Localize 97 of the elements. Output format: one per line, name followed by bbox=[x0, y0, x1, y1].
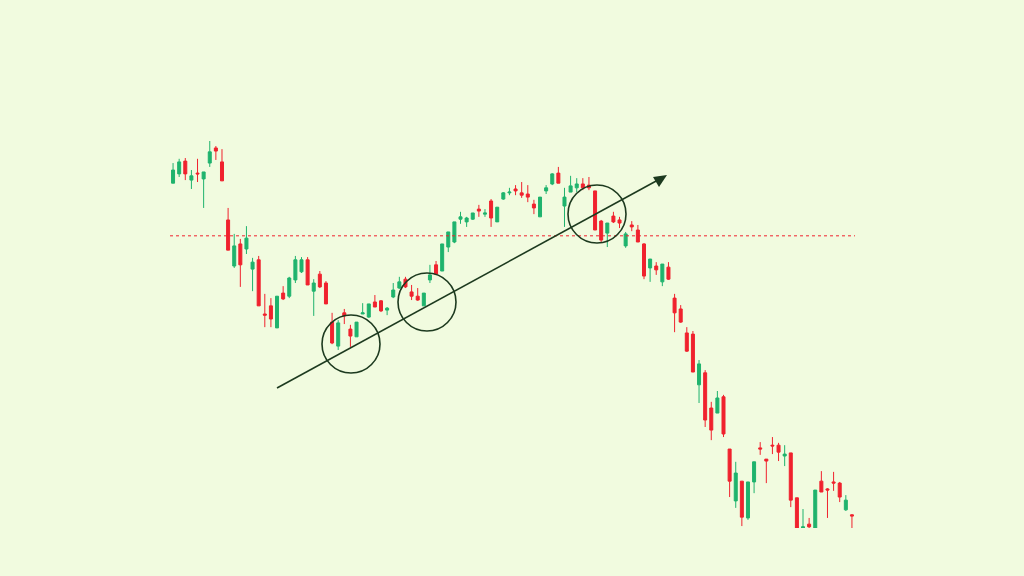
candlestick bbox=[758, 441, 763, 456]
candlestick bbox=[262, 293, 267, 328]
candlestick bbox=[379, 299, 383, 313]
candlestick bbox=[421, 292, 426, 307]
candlestick bbox=[794, 497, 799, 528]
candlestick bbox=[507, 187, 512, 196]
candlestick bbox=[721, 394, 726, 438]
candlestick bbox=[330, 312, 335, 345]
candlestick bbox=[415, 287, 420, 302]
candlestick bbox=[513, 184, 518, 196]
candlestick bbox=[305, 256, 310, 286]
candlestick bbox=[629, 220, 634, 232]
candlestick bbox=[580, 177, 585, 191]
candlestick bbox=[281, 285, 286, 301]
candlestick bbox=[440, 243, 445, 272]
candlestick bbox=[287, 276, 292, 299]
candlestick bbox=[727, 448, 732, 498]
candlestick bbox=[391, 282, 396, 299]
candlestick bbox=[709, 401, 714, 441]
candlestick bbox=[843, 494, 848, 512]
candlestick bbox=[201, 171, 206, 209]
candlestick bbox=[538, 196, 543, 218]
candlestick bbox=[550, 172, 555, 186]
candlestick bbox=[745, 481, 750, 521]
candlestick bbox=[195, 158, 200, 183]
candlestick bbox=[764, 458, 769, 484]
candlestick bbox=[807, 517, 812, 528]
candlestick bbox=[207, 141, 212, 168]
candlestick bbox=[519, 181, 524, 199]
candlestick bbox=[189, 169, 194, 190]
candlestick bbox=[250, 257, 255, 292]
candlestick bbox=[788, 452, 793, 508]
candlestick bbox=[666, 261, 671, 281]
candlestick bbox=[323, 280, 328, 305]
candlestick bbox=[409, 284, 414, 301]
candlestick bbox=[238, 238, 243, 288]
candlestick bbox=[183, 157, 188, 181]
candlestick bbox=[470, 212, 475, 221]
candlestick bbox=[482, 208, 487, 218]
candlestick bbox=[568, 175, 573, 193]
candlestick bbox=[452, 221, 457, 244]
candlestick bbox=[715, 390, 720, 414]
candlestick bbox=[556, 166, 561, 184]
candlestick bbox=[348, 324, 353, 348]
candlestick bbox=[501, 191, 506, 201]
candlestick bbox=[525, 184, 530, 203]
candlestick bbox=[397, 276, 402, 290]
candlestick bbox=[311, 278, 316, 317]
candlestick bbox=[837, 481, 842, 503]
candlestick bbox=[801, 508, 806, 528]
candlestick bbox=[813, 489, 818, 528]
candlestick bbox=[495, 206, 500, 223]
candlestick bbox=[317, 270, 322, 289]
candlestick bbox=[697, 359, 702, 404]
candlestick bbox=[660, 263, 665, 287]
candlestick bbox=[678, 304, 683, 324]
candlestick bbox=[574, 177, 579, 193]
candlestick bbox=[360, 302, 365, 315]
candlestick bbox=[385, 306, 390, 316]
candlestick bbox=[446, 231, 451, 253]
candlestick bbox=[427, 264, 432, 284]
candlestick bbox=[733, 461, 738, 509]
candlestick bbox=[654, 261, 659, 276]
candlestick bbox=[171, 162, 176, 184]
candlestick bbox=[544, 184, 549, 195]
candlestick bbox=[642, 242, 646, 280]
candlestick bbox=[782, 444, 787, 467]
candlestick bbox=[256, 255, 261, 307]
candlestick bbox=[232, 233, 237, 269]
candlestick bbox=[752, 461, 757, 494]
candlestick bbox=[703, 369, 708, 428]
candlestick bbox=[275, 295, 280, 329]
candlestick bbox=[177, 158, 182, 178]
candlestick bbox=[531, 199, 536, 215]
candlestick bbox=[244, 225, 249, 255]
candlestick bbox=[434, 260, 439, 275]
candlestick bbox=[342, 308, 347, 325]
candlestick bbox=[849, 513, 854, 528]
candlestick bbox=[623, 231, 628, 249]
candlestick bbox=[593, 190, 598, 231]
candlestick bbox=[831, 471, 836, 492]
candlestick bbox=[739, 480, 744, 527]
candlestick bbox=[648, 258, 653, 283]
candlestick bbox=[562, 187, 567, 228]
candlestick bbox=[489, 198, 494, 228]
candlestick bbox=[605, 222, 610, 248]
candlestick bbox=[213, 145, 218, 161]
candlestick bbox=[354, 321, 359, 338]
candlestick bbox=[684, 326, 689, 353]
candlestick bbox=[672, 293, 677, 333]
candlestick bbox=[268, 297, 273, 328]
candlestick bbox=[336, 319, 341, 351]
candlestick bbox=[372, 294, 377, 308]
candlestick bbox=[690, 330, 695, 373]
candlestick bbox=[476, 204, 481, 218]
candlestick bbox=[366, 303, 371, 319]
candlestick bbox=[219, 148, 224, 182]
